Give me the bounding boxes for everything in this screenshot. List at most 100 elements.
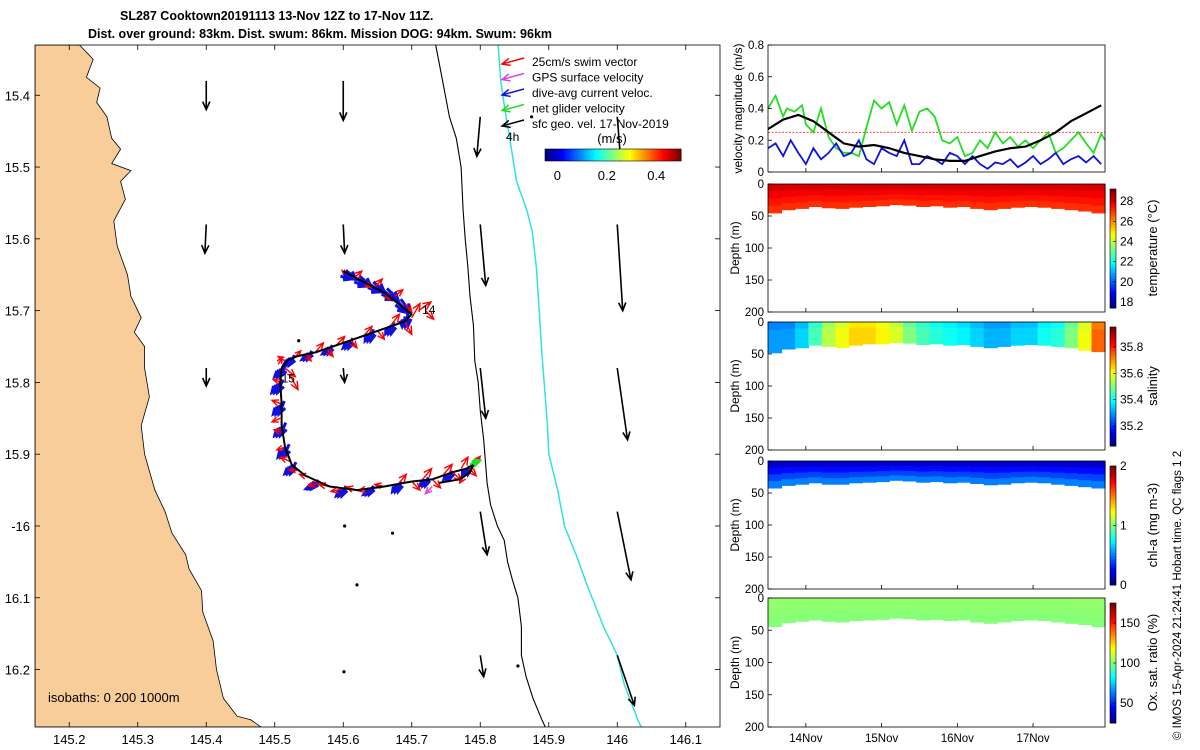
glider-track-segment (384, 320, 406, 330)
swim-vector (270, 416, 281, 423)
section-data-cell (943, 333, 958, 340)
swim-vector (411, 301, 421, 319)
section-data-cell (848, 189, 863, 197)
section-data-cell (916, 333, 931, 340)
section-colorbar-cell (1110, 567, 1116, 571)
section-data-cell (1010, 614, 1025, 622)
section-colorbar-cell (1110, 570, 1116, 574)
section-data-cell (875, 614, 890, 620)
section-data-cell (929, 338, 944, 345)
speed-colorbar-cell (631, 149, 634, 161)
section-data-cell (997, 461, 1012, 468)
section-colorbar-cell (1110, 330, 1116, 334)
section-colorbar-cell (1110, 362, 1116, 367)
map-x-tick-label: 145.4 (190, 732, 223, 747)
section-data-cell (1078, 204, 1093, 212)
section-colorbar-cell (1110, 642, 1116, 646)
section-data-cell (929, 184, 944, 190)
section-data-cell (929, 322, 944, 328)
section-data-cell (781, 335, 796, 343)
velocity-y-tick-label: 0.4 (748, 104, 765, 116)
section-data-cell (862, 195, 877, 202)
section-data-cell (889, 461, 904, 467)
section-colorbar-cell (1110, 609, 1116, 613)
section-data-cell (848, 603, 863, 610)
section-y-tick-label: 200 (745, 584, 764, 596)
net-glider-velocity-vector (472, 458, 483, 466)
section-data-cell (943, 466, 958, 473)
section-colorbar-cell (1110, 296, 1116, 300)
section-colorbar-cell (1110, 477, 1116, 482)
temperature-section-panel: 0 50 100 150 200 Depth (m) 18 20 22 24 26 28 tempera… (728, 179, 1160, 319)
section-colorbar-tick-label: 0 (1120, 578, 1127, 592)
speed-colorbar-cell (635, 149, 638, 161)
section-data-cell (889, 322, 904, 328)
map-x-tick-label: 145.3 (121, 732, 154, 747)
section-data-cell (902, 194, 917, 201)
section-colorbar-cell (1110, 374, 1116, 379)
section-data-cell (848, 461, 863, 467)
speed-colorbar-cell (653, 149, 656, 161)
section-data-cell (1051, 196, 1066, 203)
section-data-cell (768, 322, 783, 331)
section-data-cell (768, 467, 783, 475)
section-data-cell (875, 200, 890, 207)
section-data-cell (902, 184, 917, 190)
section-data-cell (1037, 614, 1052, 622)
section-data-cell (1064, 479, 1079, 486)
section-data-cell (848, 322, 863, 329)
section-y-tick-label: 0 (758, 593, 764, 605)
oxygen-section-panel: 0 50 100 150 200 Depth (m) 50 100 150 Ox. sat. ra… (728, 593, 1160, 734)
section-colorbar-cell (1110, 425, 1116, 429)
speed-colorbar (545, 149, 682, 161)
speed-colorbar-cell (547, 149, 550, 161)
section-colorbar-cell (1110, 386, 1116, 390)
section-data-cell (808, 598, 823, 605)
section-data-cell (835, 466, 850, 474)
section-data-cell (956, 195, 971, 202)
section-data-cell (1037, 201, 1052, 208)
section-colorbar-cell (1110, 254, 1116, 258)
velocity-series-line (767, 104, 1102, 162)
section-colorbar-tick-label: 35.2 (1120, 419, 1144, 433)
speed-colorbar-tick-label: 0.2 (598, 168, 616, 183)
section-data-cell (1091, 184, 1106, 192)
section-colorbar-tick-label: 20 (1120, 275, 1134, 289)
speed-colorbar-tick-label: 0.4 (647, 168, 665, 183)
section-colorbar-cell (1110, 693, 1116, 697)
velocity-y-axis-label: velocity magnitude (m/s) (731, 43, 745, 173)
section-colorbar-cell (1110, 192, 1116, 196)
section-data-cell (889, 465, 904, 472)
section-data-cell (1091, 461, 1106, 469)
section-colorbar-cell (1110, 654, 1116, 658)
section-colorbar-cell (1110, 564, 1116, 568)
section-colorbar-cell (1110, 437, 1116, 441)
section-colorbar-cell (1110, 227, 1116, 232)
speed-colorbar-tick-label: 0 (554, 168, 561, 183)
section-data-cell (956, 466, 971, 473)
section-data-cell (1010, 477, 1025, 484)
section-data-cell (1064, 461, 1079, 468)
section-colorbar-cell (1110, 353, 1116, 358)
section-colorbar-cell (1110, 332, 1116, 337)
section-colorbar-cell (1110, 209, 1116, 214)
section-data-cell (983, 190, 998, 198)
section-data-cell (970, 328, 985, 335)
section-data-cell (956, 598, 971, 605)
speed-colorbar-cell (617, 149, 620, 161)
section-colorbar-cell (1110, 696, 1116, 700)
speed-colorbar-cell (575, 149, 578, 161)
geo-velocity-arrow (616, 367, 631, 442)
section-data-cell (916, 195, 931, 202)
section-data-cell (1037, 609, 1052, 616)
section-data-cell (1091, 612, 1106, 620)
section-data-cell (1064, 196, 1079, 204)
swim-vector (442, 462, 454, 477)
section-data-cell (848, 614, 863, 622)
section-colorbar-cell (1110, 699, 1116, 703)
section-data-cell (997, 184, 1012, 191)
speed-colorbar-cell (667, 149, 670, 161)
section-data-cell (795, 466, 810, 474)
section-data-cell (862, 327, 877, 334)
